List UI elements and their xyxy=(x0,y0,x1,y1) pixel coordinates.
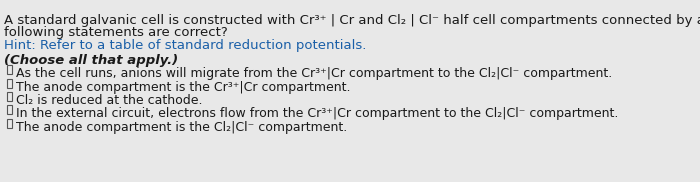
Text: The anode compartment is the Cl₂|Cl⁻ compartment.: The anode compartment is the Cl₂|Cl⁻ com… xyxy=(15,121,347,134)
FancyBboxPatch shape xyxy=(7,119,11,128)
Text: In the external circuit, electrons flow from the Cr³⁺|Cr compartment to the Cl₂|: In the external circuit, electrons flow … xyxy=(15,107,618,120)
FancyBboxPatch shape xyxy=(7,79,11,88)
Text: The anode compartment is the Cr³⁺|Cr compartment.: The anode compartment is the Cr³⁺|Cr com… xyxy=(15,81,350,94)
Text: Cl₂ is reduced at the cathode.: Cl₂ is reduced at the cathode. xyxy=(15,94,202,107)
Text: Hint: Refer to a table of standard reduction potentials.: Hint: Refer to a table of standard reduc… xyxy=(4,39,367,52)
FancyBboxPatch shape xyxy=(7,92,11,101)
Text: As the cell runs, anions will migrate from the Cr³⁺|Cr compartment to the Cl₂|Cl: As the cell runs, anions will migrate fr… xyxy=(15,67,612,80)
Text: A standard galvanic cell is constructed with Cr³⁺ | Cr and Cl₂ | Cl⁻ half cell c: A standard galvanic cell is constructed … xyxy=(4,14,700,27)
Text: (Choose all that apply.): (Choose all that apply.) xyxy=(4,54,178,67)
Text: following statements are correct?: following statements are correct? xyxy=(4,26,228,39)
FancyBboxPatch shape xyxy=(7,65,11,74)
FancyBboxPatch shape xyxy=(7,105,11,114)
